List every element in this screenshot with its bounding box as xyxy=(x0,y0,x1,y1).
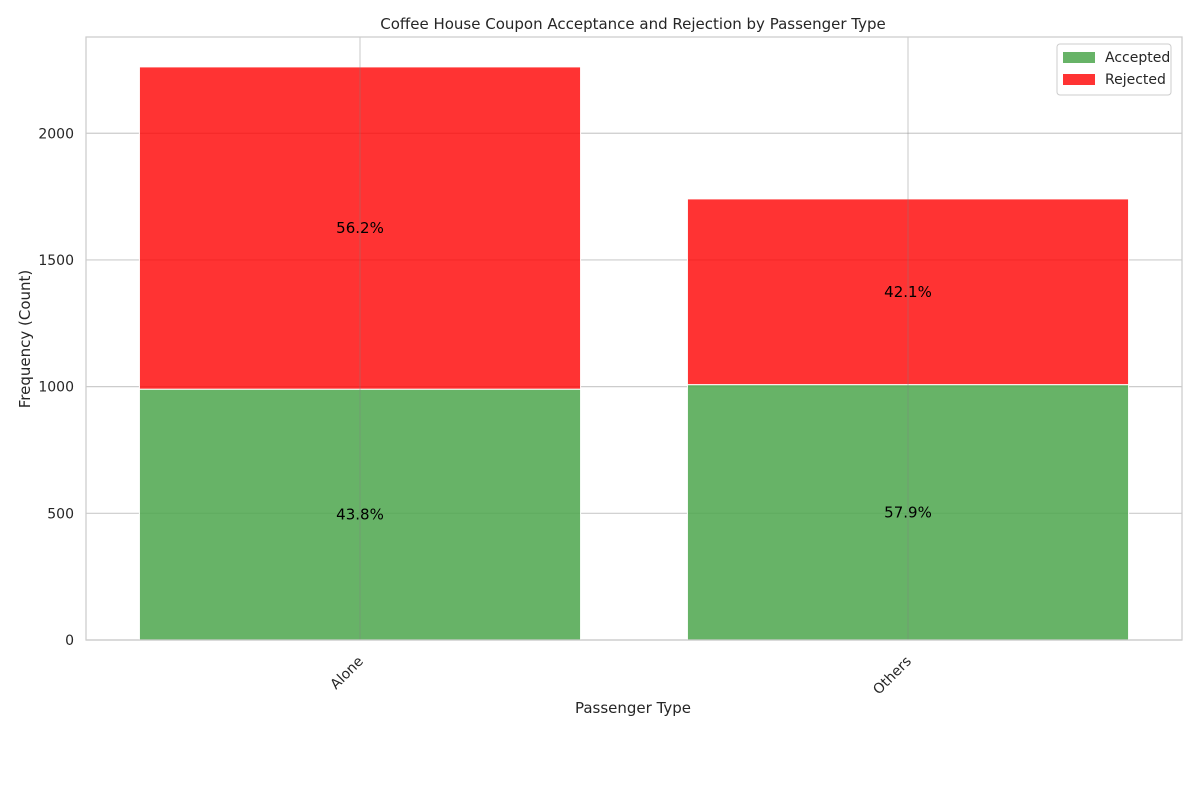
bar-accepted-alone xyxy=(138,388,582,641)
legend-label-rejected: Rejected xyxy=(1105,72,1166,88)
legend-label-accepted: Accepted xyxy=(1105,50,1170,66)
bar-rejected-alone xyxy=(138,66,582,390)
y-tick-label: 1500 xyxy=(38,253,74,269)
plot-frame xyxy=(85,36,1183,641)
data-label-rejected-others: 42.1% xyxy=(884,283,932,301)
data-label-rejected-alone: 56.2% xyxy=(336,219,384,237)
y-tick-label: 0 xyxy=(65,633,74,649)
y-tick-label: 1000 xyxy=(38,380,74,396)
vertical-grid-lines xyxy=(359,37,909,640)
x-axis-label: Passenger Type xyxy=(575,699,691,717)
legend: Accepted Rejected xyxy=(1056,43,1172,96)
chart-title: Coffee House Coupon Acceptance and Rejec… xyxy=(380,15,886,33)
y-tick-label: 2000 xyxy=(38,126,74,142)
bar-accepted-others xyxy=(686,384,1130,641)
y-axis-label: Frequency (Count) xyxy=(16,270,34,409)
legend-swatch-accepted xyxy=(1063,52,1095,63)
data-labels: 43.8% 56.2% 57.9% 42.1% xyxy=(336,219,932,524)
data-label-accepted-alone: 43.8% xyxy=(336,506,384,524)
data-label-accepted-others: 57.9% xyxy=(884,503,932,521)
bars xyxy=(138,66,1130,641)
y-tick-labels: 0 500 1000 1500 2000 xyxy=(38,126,74,649)
y-tick-label: 500 xyxy=(47,506,74,522)
legend-swatch-rejected xyxy=(1063,74,1095,85)
bar-rejected-others xyxy=(686,198,1130,386)
